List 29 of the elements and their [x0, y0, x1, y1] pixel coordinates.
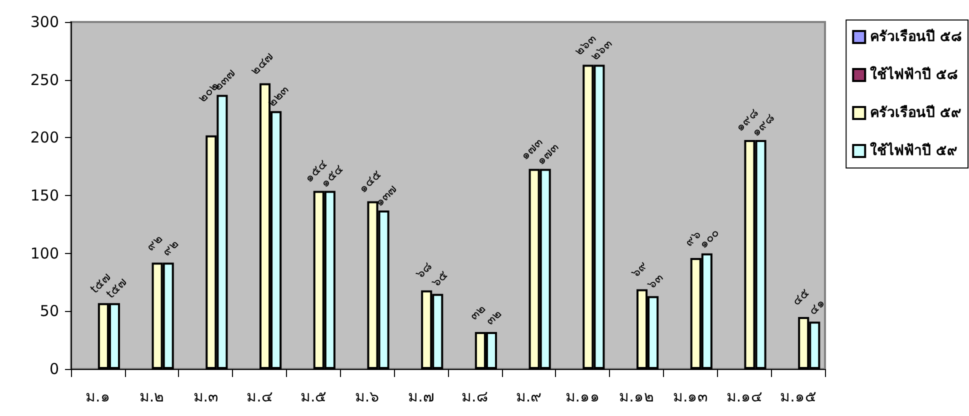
x-tick-label: ม.๙ [516, 388, 542, 406]
x-tick-label: ม.๑๔ [726, 388, 762, 406]
x-tick-label: ม.๕ [300, 388, 326, 406]
x-tick-label: ม.๗ [408, 388, 434, 406]
y-tick-label: 250 [30, 70, 59, 89]
x-tick-label: ม.๑๑ [565, 388, 600, 406]
x-tick-label: ม.๓ [193, 388, 218, 406]
y-tick-label: 150 [30, 186, 59, 204]
legend-label: ใช้ไฟฟ้าปี ๕๘ [870, 65, 958, 83]
y-tick-label: 50 [40, 302, 59, 320]
x-tick-label: ม.๔ [246, 388, 272, 406]
legend-label: ใช้ไฟฟ้าปี ๕๙ [870, 141, 957, 159]
data-label: ๒๒๓ [264, 82, 292, 110]
x-tick-label: ม.๒ [139, 388, 164, 406]
y-tick-label: 300 [30, 13, 59, 31]
data-label: ๖๘ [412, 259, 435, 282]
y-tick-label: 0 [49, 360, 59, 378]
x-tick-label: ม.๘ [462, 388, 488, 406]
x-tick-label: ม.๑ [86, 388, 110, 406]
x-tick-label: ม.๑๕ [780, 388, 816, 406]
x-tick-label: ม.๖ [354, 388, 380, 406]
y-tick-label: 100 [30, 244, 59, 262]
x-tick-label: ม.๑๒ [619, 388, 654, 406]
legend-label: ครัวเรือนปี ๕๘ [870, 29, 962, 45]
data-label: ๙๒ [143, 232, 166, 254]
legend-label: ครัวเรือนปี ๕๙ [870, 105, 961, 121]
data-label: ๓๒ [466, 301, 488, 323]
x-tick-label: ม.๑๓ [672, 388, 708, 406]
y-tick-label: 200 [30, 128, 59, 147]
